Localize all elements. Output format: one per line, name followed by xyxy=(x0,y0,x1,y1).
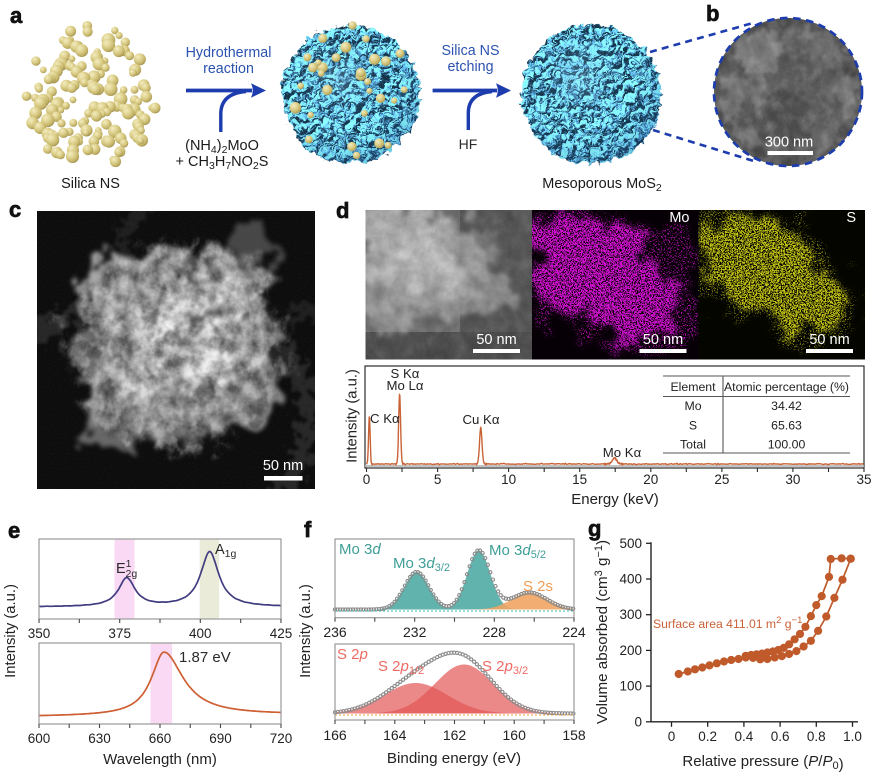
svg-text:S 2p: S 2p xyxy=(337,646,368,663)
svg-text:30: 30 xyxy=(785,472,800,487)
svg-text:0: 0 xyxy=(363,472,371,487)
svg-text:660: 660 xyxy=(149,731,172,746)
svg-text:Volume absorbed (cm3 g−1): Volume absorbed (cm3 g−1) xyxy=(593,540,611,724)
svg-text:Intensity (a.u.): Intensity (a.u.) xyxy=(298,584,314,678)
svg-text:162: 162 xyxy=(443,727,467,743)
svg-text:0: 0 xyxy=(634,714,642,729)
svg-text:158: 158 xyxy=(562,727,586,743)
svg-text:166: 166 xyxy=(323,727,347,743)
svg-text:S: S xyxy=(846,210,856,226)
svg-text:224: 224 xyxy=(562,624,586,640)
svg-text:Wavelength (nm): Wavelength (nm) xyxy=(103,751,217,768)
svg-text:e: e xyxy=(8,518,20,543)
svg-text:0.2: 0.2 xyxy=(698,729,717,744)
svg-text:200: 200 xyxy=(619,643,642,658)
svg-text:Silica NS: Silica NS xyxy=(442,43,500,59)
svg-text:400: 400 xyxy=(189,626,212,641)
svg-text:500: 500 xyxy=(619,536,642,551)
svg-text:C Kα: C Kα xyxy=(370,411,400,426)
svg-text:Binding energy (eV): Binding energy (eV) xyxy=(387,750,521,767)
svg-text:5: 5 xyxy=(434,472,442,487)
svg-text:Mo Lα: Mo Lα xyxy=(387,378,424,393)
svg-text:300: 300 xyxy=(619,607,642,622)
svg-text:Element: Element xyxy=(670,380,716,394)
svg-text:35: 35 xyxy=(856,472,871,487)
svg-text:375: 375 xyxy=(108,626,131,641)
svg-text:Mo: Mo xyxy=(669,210,689,226)
svg-text:reaction: reaction xyxy=(203,61,254,77)
svg-text:a: a xyxy=(10,3,23,28)
svg-text:b: b xyxy=(706,1,719,26)
svg-text:690: 690 xyxy=(209,731,232,746)
svg-text:0.6: 0.6 xyxy=(771,729,790,744)
svg-text:1.87 eV: 1.87 eV xyxy=(179,649,231,666)
svg-text:f: f xyxy=(304,517,312,542)
svg-text:Mo 3d: Mo 3d xyxy=(339,541,381,558)
svg-text:34.42: 34.42 xyxy=(771,399,802,413)
svg-text:600: 600 xyxy=(28,731,51,746)
svg-text:100.00: 100.00 xyxy=(768,438,806,452)
svg-text:Mesoporous MoS2: Mesoporous MoS2 xyxy=(542,176,662,194)
svg-text:Surface area 411.01 m2 g−1: Surface area 411.01 m2 g−1 xyxy=(653,615,802,631)
svg-text:Atomic percentage (%): Atomic percentage (%) xyxy=(724,380,849,394)
svg-text:S: S xyxy=(689,419,697,433)
svg-text:50 nm: 50 nm xyxy=(809,332,849,348)
svg-text:Hydrothermal: Hydrothermal xyxy=(186,45,272,61)
svg-text:Silica NS: Silica NS xyxy=(61,176,120,192)
svg-text:720: 720 xyxy=(270,731,293,746)
svg-text:d: d xyxy=(336,198,349,223)
svg-text:236: 236 xyxy=(323,624,347,640)
svg-text:10: 10 xyxy=(501,472,516,487)
svg-text:400: 400 xyxy=(619,572,642,587)
svg-text:0: 0 xyxy=(668,729,676,744)
svg-text:Mo: Mo xyxy=(684,399,701,413)
svg-text:160: 160 xyxy=(503,727,527,743)
svg-text:15: 15 xyxy=(572,472,587,487)
svg-text:50 nm: 50 nm xyxy=(476,332,516,348)
svg-text:Mo Kα: Mo Kα xyxy=(603,445,642,460)
svg-text:Intensity (a.u.): Intensity (a.u.) xyxy=(345,369,361,463)
svg-text:0.8: 0.8 xyxy=(807,729,826,744)
svg-text:0.4: 0.4 xyxy=(735,729,754,744)
svg-text:Total: Total xyxy=(680,438,706,452)
svg-text:Energy (keV): Energy (keV) xyxy=(571,491,659,508)
svg-text:20: 20 xyxy=(643,472,658,487)
svg-text:S Kα: S Kα xyxy=(391,366,420,381)
svg-text:65.63: 65.63 xyxy=(771,419,802,433)
svg-text:425: 425 xyxy=(270,626,293,641)
svg-text:+ CH3H7NO2S: + CH3H7NO2S xyxy=(176,154,269,172)
svg-text:164: 164 xyxy=(383,727,407,743)
svg-text:100: 100 xyxy=(619,679,642,694)
svg-text:50 nm: 50 nm xyxy=(263,458,303,474)
svg-text:1.0: 1.0 xyxy=(843,729,862,744)
svg-text:etching: etching xyxy=(447,59,493,75)
svg-text:Relative pressure (P/P0): Relative pressure (P/P0) xyxy=(682,753,843,773)
svg-text:c: c xyxy=(9,197,21,222)
svg-text:50 nm: 50 nm xyxy=(643,332,683,348)
svg-text:HF: HF xyxy=(459,136,478,152)
svg-text:232: 232 xyxy=(403,624,427,640)
svg-text:300 nm: 300 nm xyxy=(765,135,813,151)
svg-text:(NH4)2MoO: (NH4)2MoO xyxy=(185,138,259,156)
svg-text:Intensity (a.u.): Intensity (a.u.) xyxy=(3,584,19,678)
svg-text:Cu Kα: Cu Kα xyxy=(463,412,500,427)
svg-text:228: 228 xyxy=(483,624,507,640)
svg-text:g: g xyxy=(588,516,601,541)
svg-text:S 2s: S 2s xyxy=(523,578,553,595)
svg-text:630: 630 xyxy=(88,731,111,746)
svg-text:350: 350 xyxy=(28,626,51,641)
svg-text:25: 25 xyxy=(714,472,729,487)
